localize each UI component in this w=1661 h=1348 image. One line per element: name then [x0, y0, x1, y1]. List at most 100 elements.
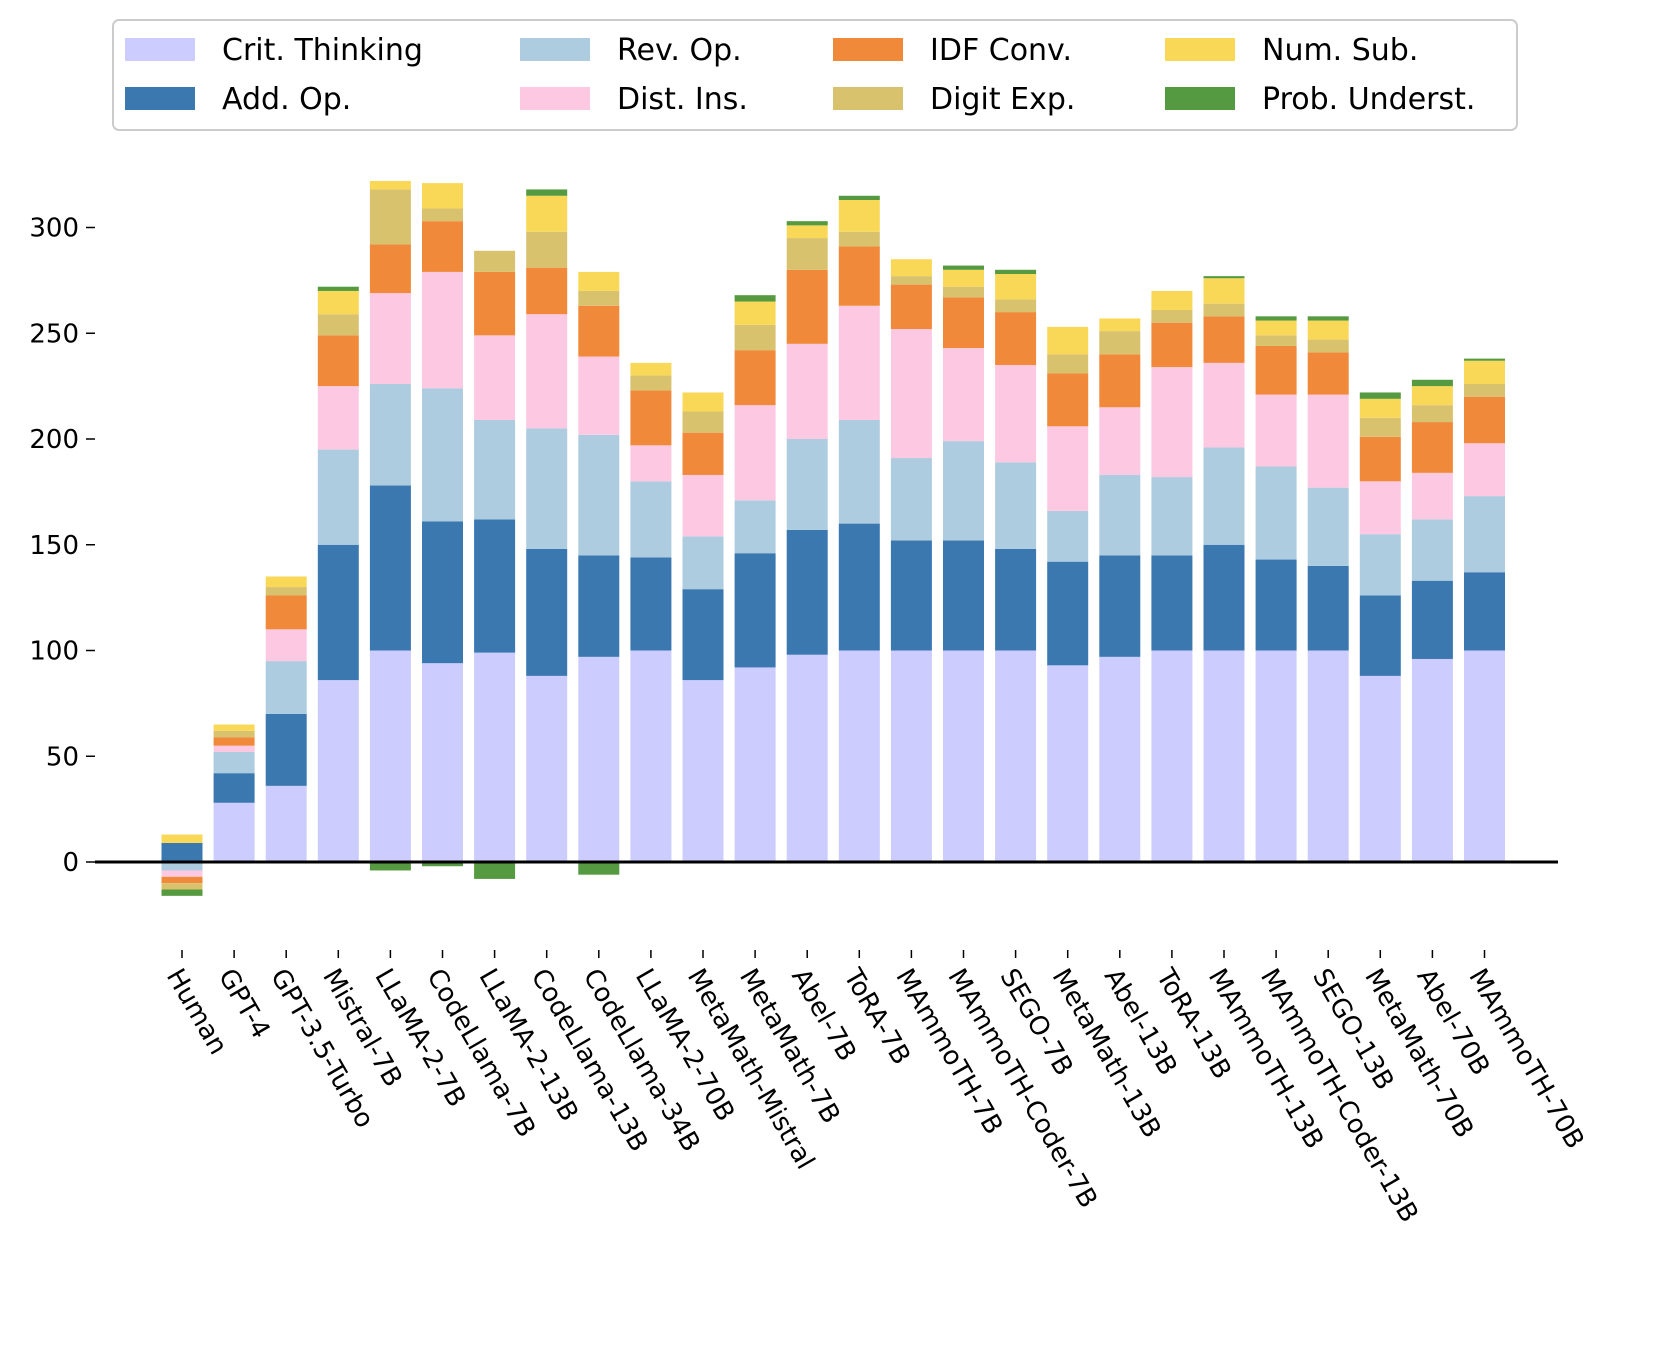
bar-segment — [943, 265, 984, 270]
bar-segment — [890, 540, 932, 651]
bar-segment — [578, 555, 620, 657]
bar-segment — [786, 654, 828, 862]
bar-segment — [1411, 379, 1453, 387]
bar-segment — [734, 295, 776, 302]
bar-segment — [1411, 405, 1453, 423]
bar-segment — [474, 519, 516, 653]
bar-segment — [265, 629, 307, 662]
bar-segment — [474, 419, 516, 520]
bar-segment — [369, 293, 411, 385]
bar-segment — [1099, 331, 1141, 355]
bar-segment — [213, 802, 255, 862]
bar-segment — [578, 271, 620, 291]
bar-segment — [578, 356, 620, 435]
bar-segment — [265, 576, 307, 588]
bar-segment — [1464, 650, 1505, 862]
y-tick-label: 150 — [29, 531, 79, 561]
bar-segment — [838, 650, 880, 862]
legend: Crit. Thinking Add. Op. Rev. Op. Dist. Ins.… — [112, 19, 1518, 131]
y-tick-label: 0 — [62, 848, 79, 878]
bar-segment — [422, 388, 463, 522]
bar-segment — [630, 390, 672, 446]
bar-segment — [1151, 322, 1193, 368]
bar-segment — [786, 529, 828, 655]
bar-segment — [422, 208, 463, 222]
bar-segment — [526, 428, 568, 549]
bar-segment — [1151, 477, 1193, 556]
bar-segment — [682, 474, 724, 537]
bar-segment — [317, 386, 359, 450]
x-axis: HumanGPT-4GPT-3.5-TurboMistral-7BLLaMA-2… — [160, 950, 1590, 1228]
legend-label: Num. Sub. — [1262, 33, 1418, 68]
bar-segment — [474, 652, 516, 863]
bar-segment — [369, 384, 411, 486]
bar-segment — [734, 500, 776, 554]
bar-segment — [1359, 481, 1401, 535]
bar-segment — [890, 259, 932, 277]
bar-segment — [1411, 422, 1453, 473]
bar-segment — [526, 548, 568, 676]
bar-segment — [682, 392, 724, 412]
bars — [161, 180, 1505, 896]
bar-segment — [1203, 447, 1245, 545]
bar-segment — [1203, 316, 1245, 363]
bar-segment — [1255, 394, 1297, 467]
bar-segment — [161, 862, 203, 871]
bar-segment — [890, 276, 932, 285]
bar-segment — [890, 458, 932, 541]
bar-segment — [1411, 519, 1453, 581]
bar-segment — [1359, 392, 1401, 399]
bar-segment — [422, 521, 463, 664]
bar-segment — [1307, 352, 1349, 395]
bar-segment — [1047, 373, 1089, 427]
bar-segment — [1255, 650, 1297, 862]
bar-segment — [526, 231, 568, 268]
bar-segment — [734, 324, 776, 351]
bar-segment — [317, 449, 359, 545]
bar-segment — [369, 485, 411, 651]
bar-segment — [682, 589, 724, 681]
bar-segment — [943, 540, 984, 651]
bar-segment — [474, 271, 516, 336]
legend-label: Prob. Underst. — [1262, 82, 1475, 117]
bar-segment — [1047, 426, 1089, 511]
bar-segment — [630, 445, 672, 482]
bar-segment — [995, 462, 1037, 549]
bar-segment — [630, 362, 672, 376]
bar-segment — [1099, 474, 1141, 556]
bar-segment — [1464, 358, 1505, 361]
bar-segment — [682, 680, 724, 862]
bar-segment — [526, 675, 568, 862]
bar-segment — [682, 411, 724, 433]
bar-segment — [369, 180, 411, 190]
bar-segment — [1151, 290, 1193, 310]
bar-segment — [317, 335, 359, 387]
bar-segment — [317, 544, 359, 681]
bar-segment — [1255, 316, 1297, 321]
bar-segment — [317, 286, 359, 291]
legend-swatch — [1165, 87, 1235, 110]
bar-segment — [265, 661, 307, 714]
bar-segment — [578, 862, 620, 875]
bar-segment — [317, 314, 359, 336]
bar-segment — [734, 301, 776, 325]
bar-segment — [890, 284, 932, 330]
bar-segment — [995, 274, 1037, 300]
bar-segment — [213, 737, 255, 746]
bar-segment — [995, 312, 1037, 365]
bar-segment — [786, 238, 828, 270]
bar-segment — [1047, 354, 1089, 374]
bar-segment — [265, 595, 307, 630]
bar-segment — [786, 221, 828, 226]
legend-label: Digit Exp. — [930, 82, 1075, 117]
bar-segment — [526, 195, 568, 232]
bar-segment — [1099, 656, 1141, 863]
bar-segment — [1359, 534, 1401, 596]
bar-segment — [943, 441, 984, 541]
bar-segment — [1411, 658, 1453, 862]
bar-segment — [838, 523, 880, 651]
bar-segment — [890, 650, 932, 862]
y-axis: 0 50 100 150 200 250 300 — [29, 214, 95, 878]
bar-segment — [578, 290, 620, 306]
bar-segment — [1047, 561, 1089, 666]
